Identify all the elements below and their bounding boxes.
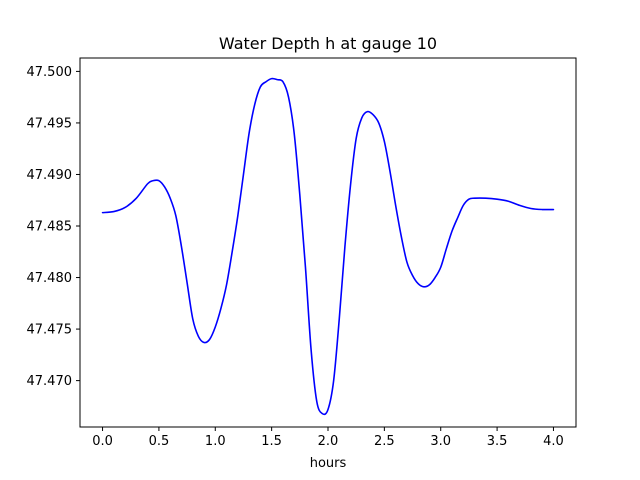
x-tick-label: 1.0 xyxy=(205,434,226,449)
x-tick-label: 4.0 xyxy=(543,434,564,449)
y-axis-ticks: 47.470 47.475 47.480 47.485 47.490 47.495 47.5… xyxy=(27,65,80,389)
x-tick-label: 0.0 xyxy=(92,434,113,449)
y-tick-label: 47.485 xyxy=(27,220,73,235)
y-tick-label: 47.470 xyxy=(27,374,73,389)
plot-area xyxy=(101,77,555,416)
y-tick-label: 47.475 xyxy=(27,323,73,338)
x-tick-label: 3.5 xyxy=(487,434,508,449)
chart-title: Water Depth h at gauge 10 xyxy=(219,34,437,53)
x-tick-label: 1.5 xyxy=(261,434,282,449)
series-line xyxy=(101,77,555,416)
x-axis-ticks: 0.0 0.5 1.0 1.5 2.0 2.5 3.0 3.5 4.0 xyxy=(92,427,564,449)
x-tick-label: 0.5 xyxy=(149,434,170,449)
x-tick-label: 3.0 xyxy=(430,434,451,449)
x-axis-title: hours xyxy=(310,456,347,471)
x-tick-label: 2.0 xyxy=(318,434,339,449)
y-tick-label: 47.490 xyxy=(27,168,73,183)
y-tick-label: 47.480 xyxy=(27,271,73,286)
x-tick-label: 2.5 xyxy=(374,434,395,449)
y-tick-label: 47.500 xyxy=(27,65,73,80)
y-tick-label: 47.495 xyxy=(27,116,73,131)
axes-frame xyxy=(79,57,577,428)
